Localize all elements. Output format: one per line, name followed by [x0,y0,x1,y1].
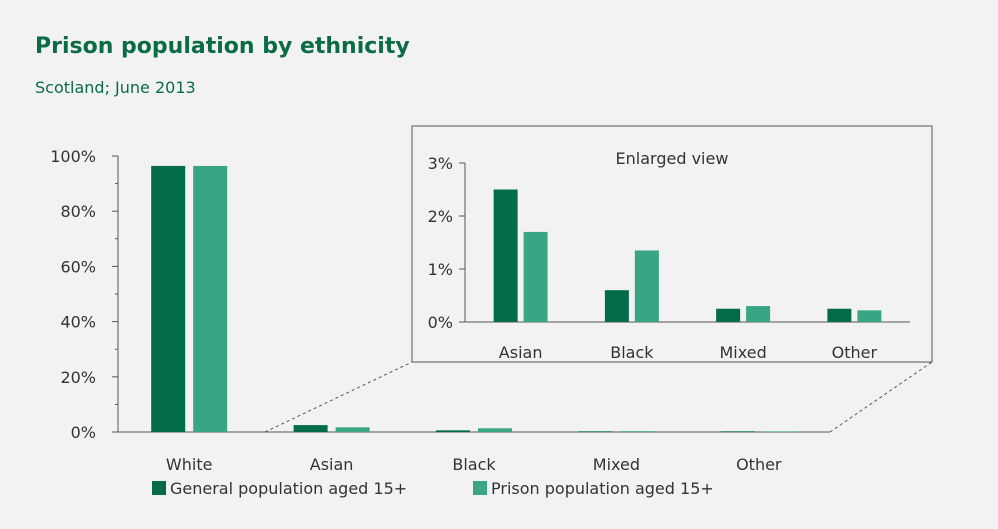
inset-y-tick-label: 2% [428,207,453,226]
y-tick-label: 40% [60,313,96,332]
legend-swatch [473,481,487,495]
inset-y-tick-label: 3% [428,154,453,173]
bar [151,165,186,432]
bar [335,427,370,432]
x-tick-label: Black [452,455,496,474]
y-tick-label: 80% [60,202,96,221]
chart-subtitle: Scotland; June 2013 [35,78,196,97]
inset-bar [857,310,882,322]
y-tick-label: 100% [50,147,96,166]
inset-bar [716,308,741,322]
legend-swatch [152,481,166,495]
x-tick-label: Other [736,455,782,474]
inset-y-tick-label: 0% [428,313,453,332]
bar [193,165,228,432]
inset-bar [493,189,518,322]
legend-label: Prison population aged 15+ [491,479,714,498]
chart-title: Prison population by ethnicity [35,34,410,59]
zoom-connector-right [829,361,933,433]
bar [720,431,755,432]
y-tick-label: 0% [71,423,96,442]
inset-x-tick-label: Black [610,343,654,362]
inset-y-tick-label: 1% [428,260,453,279]
y-tick-label: 60% [60,257,96,276]
bar [620,431,655,432]
legend-label: General population aged 15+ [170,479,407,498]
inset-bar [604,290,629,322]
x-tick-label: White [166,455,213,474]
inset-label: Enlarged view [616,149,729,168]
x-tick-label: Asian [310,455,354,474]
inset-bar [827,308,852,322]
bar [436,430,470,432]
inset-x-tick-label: Asian [499,343,543,362]
inset-x-tick-label: Mixed [720,343,767,362]
bar [293,425,328,432]
inset-x-tick-label: Other [832,343,878,362]
inset-bar [746,306,771,322]
zoom-connector-left [264,361,413,433]
inset-bar [523,231,548,322]
bar [578,431,613,432]
y-tick-label: 20% [60,368,96,387]
bar [762,431,797,432]
bar [478,428,512,432]
x-tick-label: Mixed [593,455,640,474]
inset-bar [634,250,659,322]
